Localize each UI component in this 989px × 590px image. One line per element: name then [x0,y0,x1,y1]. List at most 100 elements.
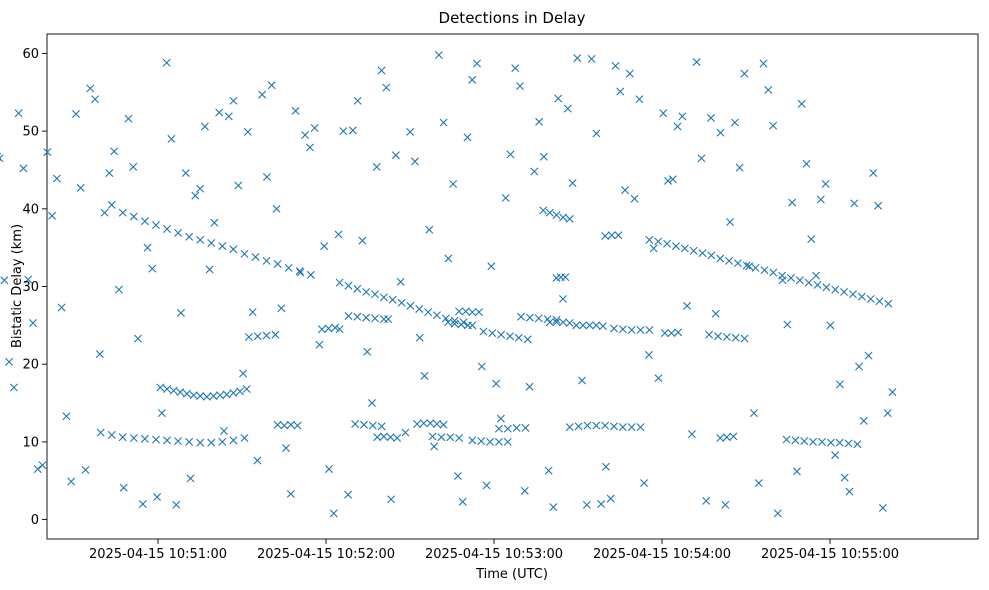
data-point-track_g-4 [371,290,379,299]
data-point-noise-165 [769,121,778,130]
data-point-track_m-2 [468,308,477,317]
data-point-track_b-16 [284,263,293,272]
y-tick-label-1: 10 [22,435,39,450]
data-point-noise-50 [219,427,228,435]
data-point-track_ab-0 [705,330,714,339]
data-point-noise-148 [687,430,696,439]
data-point-track_z-2 [663,239,672,248]
data-point-noise-76 [344,490,353,499]
data-point-noise-186 [869,169,878,178]
data-point-noise-185 [864,351,873,360]
data-point-track_v-2 [583,421,592,430]
data-point-track_g-7 [397,298,406,307]
data-point-track_z-25 [866,294,875,303]
data-point-track_ad-7 [844,439,853,448]
data-point-noise-174 [812,271,821,280]
data-point-noise-74 [334,230,343,239]
x-axis-label: Time (UTC) [475,567,548,582]
data-point-noise-108 [496,414,505,423]
data-point-noise-94 [430,442,439,451]
data-point-noise-105 [482,481,491,490]
data-point-noise-183 [855,362,863,371]
data-point-track_o-3 [505,332,514,341]
data-point-track_m-0 [455,307,464,316]
data-point-track_z-8 [716,254,725,263]
data-point-noise-100 [458,497,467,506]
data-point-noise-181 [845,487,854,496]
data-point-noise-176 [821,179,830,188]
data-point-track_g-11 [432,311,441,320]
data-point-track_r-2 [534,314,543,323]
data-point-track_ad-1 [791,436,800,445]
data-point-track_ac-0 [716,434,725,442]
data-point-track_ad-2 [800,437,809,446]
data-point-track_z-16 [787,273,795,282]
data-point-track_b-12 [240,249,249,258]
data-point-noise-51 [224,112,233,121]
data-point-noise-180 [840,473,849,482]
data-point-track_ad-3 [809,437,818,446]
scatter-marks [0,50,897,518]
data-point-track_f-2 [331,323,340,332]
data-point-track_u-2 [559,318,568,327]
data-point-track_d-0 [244,333,253,341]
y-tick-label-6: 60 [22,47,39,62]
data-point-noise-103 [473,59,482,68]
data-point-track_c-4 [182,389,191,398]
data-point-noise-115 [530,167,539,176]
data-point-noise-164 [764,85,773,94]
data-point-track_ac-1 [722,433,731,442]
chart-title: Detections in Delay [439,9,586,27]
data-point-track_z-24 [857,292,866,301]
data-point-noise-18 [67,477,76,486]
data-point-noise-166 [773,509,782,518]
data-point-noise-149 [692,57,701,66]
data-point-noise-167 [778,276,787,285]
data-point-track_i-3 [377,422,386,431]
data-point-track_k-0 [413,420,422,429]
data-point-noise-68 [305,143,314,152]
data-point-track_w-4 [598,322,607,331]
data-point-noise-7 [14,109,23,118]
data-point-track_b-9 [207,239,216,247]
data-point-noise-184 [859,416,868,425]
data-point-track_b-13 [251,252,260,261]
data-point-track_g-6 [388,295,397,304]
data-point-track_b-7 [185,232,194,241]
data-point-noise-140 [649,244,658,253]
x-tick-label-2: 2025-04-15 10:53:00 [425,547,563,562]
data-point-noise-141 [654,374,663,383]
data-point-track_h-2 [362,313,371,322]
y-axis-ticks: 0 10 20 30 40 50 60 [22,47,47,528]
data-point-track_p-3 [494,437,503,446]
data-point-noise-35 [148,264,157,273]
data-point-track_a-7 [174,437,183,446]
data-point-track_s-0 [539,206,548,215]
data-point-noise-119 [549,503,558,512]
data-point-noise-150 [697,154,706,163]
data-point-noise-25 [100,208,109,217]
data-point-noise-127 [587,54,596,63]
data-point-track_a-3 [129,434,138,442]
data-point-track_x-0 [601,232,610,240]
data-point-noise-65 [291,106,300,115]
data-point-track_c-10 [222,390,231,399]
data-point-noise-70 [315,340,324,349]
data-point-track_ad-5 [826,438,835,447]
data-point-track_a-5 [151,435,160,444]
data-point-track_g-5 [379,293,388,302]
data-point-noise-67 [301,131,310,139]
data-point-track_z-12 [751,263,760,272]
data-point-track_g-8 [406,301,415,310]
data-point-track_s-4 [565,214,574,223]
data-point-track_j-0 [373,433,382,442]
data-point-noise-31 [129,162,138,171]
data-point-noise-172 [802,159,811,168]
data-point-noise-21 [81,465,90,474]
data-point-noise-88 [401,428,410,437]
data-point-track_v-4 [601,421,610,430]
data-point-track_v-5 [609,422,618,431]
data-point-noise-57 [253,456,262,465]
data-point-track_a-10 [207,438,216,447]
data-point-noise-106 [487,262,496,271]
